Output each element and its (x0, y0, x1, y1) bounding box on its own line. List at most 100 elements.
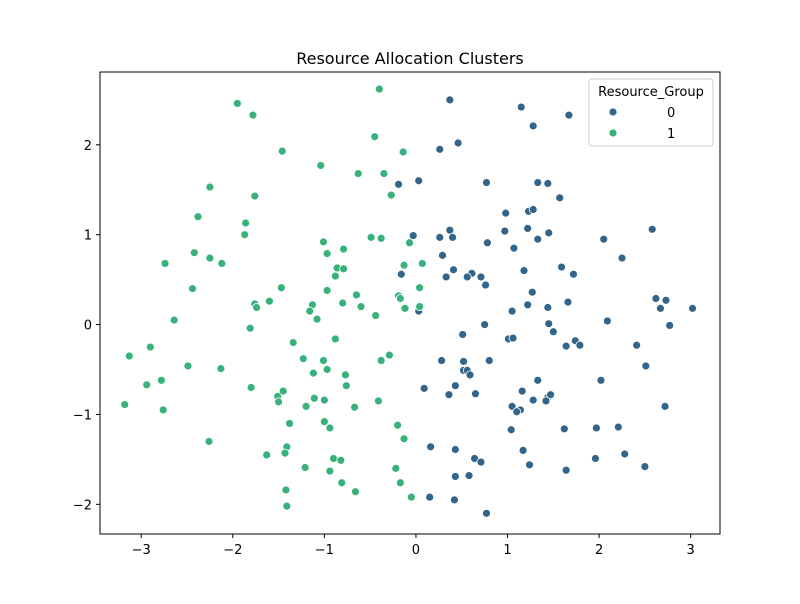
point-group-0-71 (419, 383, 429, 393)
point-group-1-94 (351, 487, 360, 497)
y-tick-label: 2 (84, 139, 92, 154)
point-group-0-70 (450, 381, 460, 391)
point-group-1-88 (336, 455, 346, 465)
point-group-0-30 (449, 265, 458, 275)
point-group-1-26 (417, 259, 427, 268)
point-group-1-76 (158, 405, 168, 415)
point-group-1-54 (298, 354, 308, 364)
point-group-1-19 (405, 238, 414, 248)
point-group-0-72 (517, 386, 527, 396)
point-group-1-80 (325, 423, 335, 433)
point-group-1-20 (339, 244, 349, 254)
point-group-1-60 (216, 364, 226, 374)
point-group-0-56 (508, 333, 518, 343)
point-group-1-4 (277, 146, 287, 156)
point-group-1-70 (274, 397, 283, 407)
point-group-1-45 (400, 303, 410, 313)
point-group-0-52 (665, 321, 675, 330)
point-group-1-12 (250, 191, 260, 201)
point-group-1-97 (282, 501, 292, 511)
point-group-1-6 (316, 161, 326, 170)
point-group-0-11 (555, 193, 565, 203)
point-group-0-89 (518, 446, 528, 455)
point-group-1-34 (322, 286, 332, 295)
point-group-1-13 (193, 212, 203, 222)
point-group-0-74 (471, 389, 480, 399)
point-group-1-73 (373, 396, 383, 406)
point-group-1-11 (386, 190, 396, 200)
x-tick-label: −1 (315, 543, 334, 558)
point-group-0-38 (481, 280, 490, 290)
point-group-1-93 (395, 478, 405, 488)
point-group-1-62 (308, 368, 318, 378)
point-group-0-9 (533, 178, 543, 187)
point-group-0-68 (533, 375, 543, 385)
point-group-0-96 (561, 465, 571, 475)
point-group-1-59 (145, 342, 155, 352)
x-tick-label: 3 (687, 543, 695, 558)
point-group-0-22 (448, 232, 457, 242)
x-tick-label: −2 (223, 543, 242, 558)
legend: Resource_Group 0 1 (588, 78, 714, 147)
point-group-0-41 (661, 295, 671, 305)
point-group-0-17 (500, 226, 510, 236)
point-group-1-55 (319, 356, 328, 365)
point-group-1-91 (325, 466, 335, 476)
x-axis: −3 −2 −1 0 1 2 3 (132, 534, 695, 558)
point-group-0-33 (396, 269, 406, 279)
point-group-1-0 (374, 84, 384, 94)
point-group-1-16 (366, 232, 376, 242)
legend-marker-group-0 (608, 107, 618, 117)
point-group-0-26 (509, 243, 519, 253)
x-tick-label: −3 (132, 543, 151, 558)
point-group-0-101 (482, 508, 491, 518)
point-group-1-67 (341, 381, 351, 391)
point-group-0-23 (533, 234, 543, 244)
point-group-1-15 (240, 230, 250, 240)
legend-frame (588, 78, 714, 147)
point-group-0-37 (441, 272, 451, 282)
point-group-0-10 (543, 179, 553, 188)
point-group-0-53 (548, 327, 558, 337)
point-group-1-74 (301, 401, 311, 411)
point-group-0-50 (544, 319, 554, 329)
point-group-0-83 (591, 423, 601, 433)
point-group-1-96 (406, 492, 416, 502)
point-group-1-14 (241, 218, 251, 228)
point-group-0-77 (528, 395, 538, 405)
point-group-1-21 (189, 248, 199, 258)
point-group-1-44 (415, 302, 425, 312)
point-group-0-44 (543, 303, 553, 312)
point-group-0-61 (437, 356, 447, 365)
point-group-0-34 (569, 269, 578, 279)
chart-title: Resource Allocation Clusters (296, 49, 524, 68)
point-group-1-86 (262, 450, 272, 460)
point-group-1-30 (330, 271, 340, 281)
point-group-1-17 (376, 233, 386, 243)
point-group-0-76 (546, 390, 555, 400)
point-group-1-90 (391, 463, 401, 473)
legend-marker-group-1 (608, 128, 618, 138)
legend-title: Resource_Group (598, 85, 704, 100)
point-group-1-92 (337, 478, 347, 488)
point-group-0-97 (450, 472, 460, 481)
point-group-1-79 (393, 420, 403, 430)
y-tick-label: 0 (84, 319, 92, 334)
point-group-0-78 (541, 396, 551, 406)
point-group-1-49 (169, 315, 179, 325)
point-group-0-92 (591, 454, 600, 463)
point-group-1-5 (398, 147, 408, 157)
point-group-1-8 (379, 169, 389, 178)
point-group-0-85 (559, 424, 569, 434)
point-group-0-88 (450, 445, 460, 454)
point-group-0-35 (462, 272, 472, 282)
point-group-0-6 (414, 176, 424, 186)
point-group-1-7 (353, 169, 363, 178)
point-group-0-82 (512, 407, 522, 417)
point-group-1-71 (309, 393, 319, 403)
point-group-0-46 (688, 303, 697, 313)
point-group-0-67 (465, 370, 475, 380)
point-group-1-43 (356, 302, 366, 312)
point-group-1-95 (281, 485, 291, 495)
